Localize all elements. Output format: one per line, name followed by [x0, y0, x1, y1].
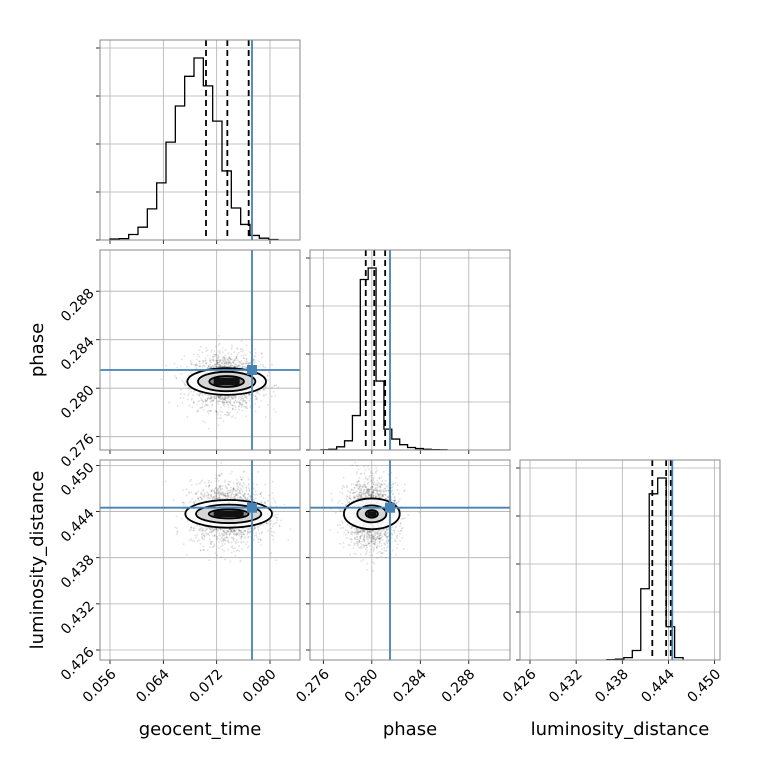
y-tick-label: 0.432 — [58, 598, 98, 638]
x-tick-label: 0.438 — [592, 666, 632, 706]
panel-frame — [99, 459, 301, 661]
panel-frame — [99, 249, 301, 451]
y-axis-label-phase: phase — [27, 323, 48, 377]
hist-panel-geocent_time — [96, 39, 301, 244]
density-core — [367, 511, 377, 517]
histogram-phase — [320, 267, 448, 450]
panel-frame — [99, 39, 301, 241]
truth-marker — [247, 365, 257, 375]
y-tick-label: 0.276 — [58, 431, 98, 471]
x-tick-label: 0.080 — [240, 666, 280, 706]
hist-panel-luminosity_distance: 0.426 0.432 0.438 0.444 0.450 — [500, 459, 725, 706]
x-tick-label: 0.056 — [80, 666, 120, 706]
truth-marker — [247, 502, 257, 513]
y-tick-label: 0.438 — [58, 552, 98, 592]
histogram-geocent_time — [109, 57, 279, 240]
panel-frame — [519, 459, 721, 661]
contours-geocent_time-luminosity_distance — [184, 499, 273, 529]
x-tick-label: 0.284 — [390, 666, 430, 706]
x-tick-label: 0.288 — [439, 666, 479, 706]
y-axis-label-luminosity_distance: luminosity_distance — [27, 471, 48, 650]
y-tick-label: 0.280 — [58, 383, 98, 423]
x-tick-label: 0.444 — [638, 666, 678, 706]
density-core — [213, 377, 240, 386]
x-tick-label: 0.276 — [293, 666, 333, 706]
x-tick-label: 0.280 — [342, 666, 382, 706]
y-tick-label: 0.444 — [58, 506, 98, 546]
x-axis-label-phase: phase — [383, 719, 437, 740]
contours-geocent_time-phase — [186, 367, 267, 396]
hist-panel-phase — [306, 249, 511, 454]
truth-marker — [385, 502, 395, 513]
y-tick-label: 0.426 — [58, 644, 98, 684]
panel-geocent_time-vs-phase: 0.276 0.280 0.284 0.288 — [58, 249, 301, 471]
x-tick-label: 0.432 — [546, 666, 586, 706]
y-tick-label: 0.288 — [58, 286, 98, 326]
x-tick-label: 0.450 — [685, 666, 725, 706]
x-tick-label: 0.426 — [500, 666, 540, 706]
x-tick-label: 0.064 — [133, 666, 173, 706]
panel-frame — [309, 459, 511, 661]
x-tick-label: 0.072 — [187, 666, 227, 706]
x-axis-label-luminosity_distance: luminosity_distance — [531, 719, 710, 740]
panel-frame — [309, 249, 511, 451]
panel-phase-vs-luminosity_distance: 0.276 0.280 0.284 0.288 — [293, 459, 511, 706]
y-tick-label: 0.284 — [58, 334, 98, 374]
density-core — [213, 510, 244, 518]
x-axis-label-geocent_time: geocent_time — [139, 719, 262, 740]
